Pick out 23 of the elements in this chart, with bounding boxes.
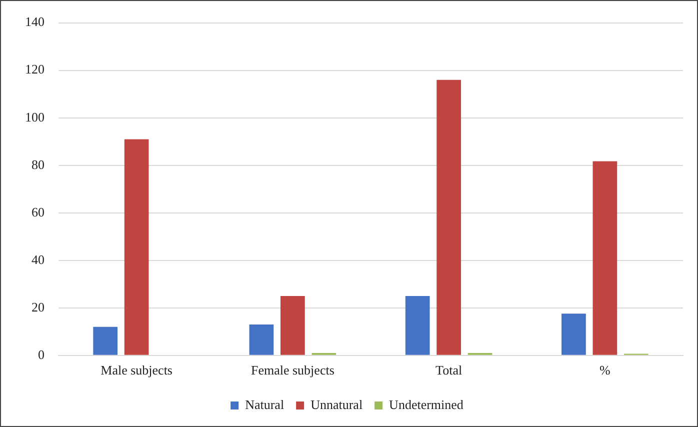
bar	[280, 296, 305, 355]
y-tick-label: 40	[32, 252, 44, 267]
bar	[405, 296, 430, 355]
legend-label: Unnatural	[310, 396, 363, 412]
y-tick-label: 140	[25, 14, 44, 30]
legend-label: Natural	[245, 396, 284, 412]
y-tick-label: 80	[32, 156, 44, 172]
bar	[562, 314, 586, 355]
x-tick-label: Male subjects	[100, 362, 172, 378]
bar	[249, 324, 274, 355]
y-tick-label: 60	[32, 204, 44, 220]
y-tick-label: 120	[25, 62, 44, 77]
bar	[592, 161, 618, 355]
bar	[93, 326, 118, 355]
legend-label: Undetermined	[389, 396, 464, 412]
y-tick-label: 100	[25, 109, 44, 124]
x-tick-label: Total	[436, 362, 462, 378]
bar	[436, 80, 461, 355]
bar	[124, 139, 149, 355]
x-tick-label: Female subjects	[250, 362, 334, 378]
x-tick-label: %	[600, 362, 611, 378]
y-tick-label: 0	[38, 346, 44, 362]
y-tick-label: 20	[32, 299, 44, 314]
